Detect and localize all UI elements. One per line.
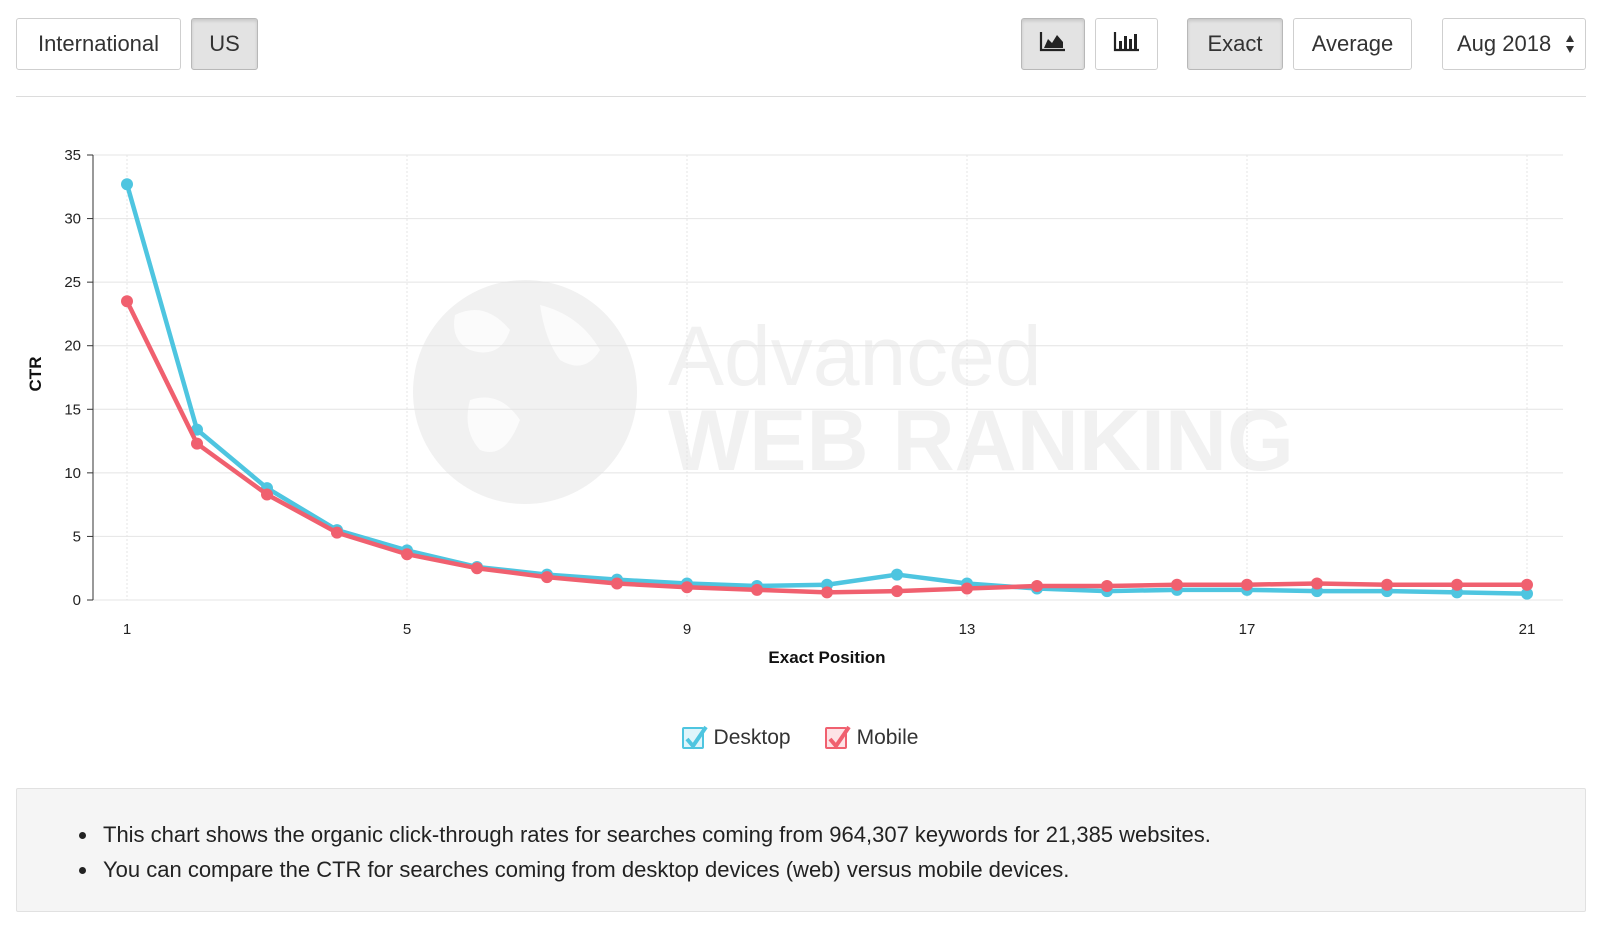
data-point-mobile[interactable]	[961, 582, 973, 595]
y-tick-label: 35	[64, 147, 81, 164]
data-point-mobile[interactable]	[681, 581, 693, 594]
area-chart-view-button[interactable]	[1021, 18, 1085, 70]
data-point-mobile[interactable]	[1241, 578, 1253, 591]
x-tick-label: 17	[1239, 621, 1256, 638]
x-tick-label: 9	[683, 621, 691, 638]
data-point-mobile[interactable]	[1521, 578, 1533, 591]
data-point-desktop[interactable]	[121, 178, 133, 191]
chart-legend: Desktop Mobile	[0, 718, 1600, 758]
y-tick-label: 0	[73, 592, 81, 609]
data-point-desktop[interactable]	[1521, 587, 1533, 600]
data-point-mobile[interactable]	[1171, 578, 1183, 591]
mobile-checkbox-icon[interactable]	[824, 725, 851, 750]
x-tick-label: 13	[959, 621, 976, 638]
legend-item-mobile[interactable]: Mobile	[824, 725, 919, 750]
select-arrows-icon	[1565, 31, 1575, 57]
area-chart-icon	[1039, 30, 1067, 58]
x-axis-title: Exact Position	[768, 648, 885, 667]
watermark-globe-icon	[413, 280, 637, 504]
x-tick-label: 1	[123, 621, 131, 638]
month-select-value: Aug 2018	[1457, 31, 1552, 56]
us-button[interactable]: US	[191, 18, 258, 70]
data-point-mobile[interactable]	[611, 577, 623, 590]
y-tick-label: 30	[64, 211, 81, 228]
toolbar-divider	[16, 96, 1586, 97]
y-tick-label: 10	[64, 465, 81, 482]
data-point-mobile[interactable]	[331, 526, 343, 539]
legend-item-desktop[interactable]: Desktop	[681, 725, 791, 750]
international-button[interactable]: International	[16, 18, 181, 70]
data-point-mobile[interactable]	[891, 585, 903, 598]
y-tick-label: 5	[73, 528, 81, 545]
data-point-mobile[interactable]	[1451, 578, 1463, 591]
watermark-line2: WEB RANKING	[668, 393, 1294, 489]
bar-chart-view-button[interactable]	[1095, 18, 1158, 70]
exact-button[interactable]: Exact	[1187, 18, 1283, 70]
desktop-checkbox-icon[interactable]	[681, 725, 708, 750]
data-point-mobile[interactable]	[1311, 577, 1323, 590]
month-select[interactable]: Aug 2018	[1442, 18, 1586, 70]
average-button[interactable]: Average	[1293, 18, 1412, 70]
data-point-mobile[interactable]	[1031, 580, 1043, 593]
y-tick-label: 20	[64, 338, 81, 355]
data-point-mobile[interactable]	[121, 295, 133, 308]
watermark-line1: Advanced	[668, 309, 1042, 403]
data-point-mobile[interactable]	[751, 583, 763, 596]
info-list: This chart shows the organic click-throu…	[17, 789, 1585, 887]
data-point-mobile[interactable]	[1381, 578, 1393, 591]
x-tick-label: 21	[1519, 621, 1536, 638]
legend-label-mobile: Mobile	[856, 726, 919, 749]
y-tick-label: 15	[64, 401, 81, 418]
watermark: Advanced WEB RANKING	[413, 280, 1294, 504]
info-bullet-2: You can compare the CTR for searches com…	[79, 852, 1585, 887]
legend-label-desktop: Desktop	[713, 726, 791, 749]
data-point-mobile[interactable]	[821, 586, 833, 599]
y-axis-title: CTR	[26, 357, 45, 392]
y-tick-label: 25	[64, 274, 81, 291]
bar-chart-icon	[1113, 30, 1141, 58]
data-point-mobile[interactable]	[191, 437, 203, 450]
data-point-desktop[interactable]	[891, 568, 903, 581]
x-tick-label: 5	[403, 621, 411, 638]
data-point-mobile[interactable]	[261, 488, 273, 501]
data-point-mobile[interactable]	[471, 562, 483, 575]
data-point-mobile[interactable]	[541, 571, 553, 584]
info-panel: This chart shows the organic click-throu…	[16, 788, 1586, 912]
chart-series	[121, 178, 1533, 600]
toolbar: International US Exact Average Aug 2018	[0, 0, 1600, 100]
data-point-mobile[interactable]	[1101, 580, 1113, 593]
data-point-mobile[interactable]	[401, 548, 413, 561]
info-bullet-1: This chart shows the organic click-throu…	[79, 817, 1585, 852]
